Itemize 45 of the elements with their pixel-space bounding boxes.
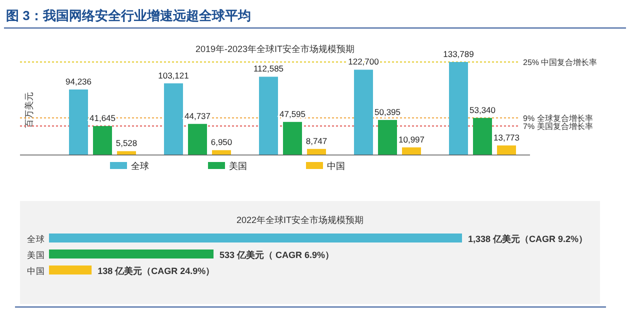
chart-title: 图 3：我国网络安全行业增速远超全球平均 bbox=[6, 8, 251, 23]
legend-label: 美国 bbox=[229, 161, 247, 171]
chart-title: 2022年全球IT安全市场规模预期 bbox=[236, 215, 364, 225]
bar bbox=[212, 150, 231, 155]
bar bbox=[354, 70, 373, 155]
data-label: 103,121 bbox=[158, 70, 190, 80]
bar bbox=[117, 151, 136, 155]
data-label: 6,950 bbox=[210, 137, 232, 148]
data-label: 122,700 bbox=[348, 56, 380, 67]
data-label: 138 亿美元（CAGR 24.9%） bbox=[98, 266, 215, 276]
bar bbox=[259, 76, 278, 155]
bar bbox=[283, 122, 302, 155]
data-label: 1,338 亿美元（CAGR 9.2%） bbox=[468, 234, 588, 244]
bar bbox=[307, 148, 326, 155]
chart-subtitle: 2019年-2023年全球IT安全市场规模预期 bbox=[195, 44, 355, 54]
data-label: 53,340 bbox=[470, 104, 496, 115]
ref-line-label: 25% 中国复合增长率 bbox=[523, 58, 598, 67]
bar bbox=[378, 120, 397, 155]
data-label: 47,595 bbox=[280, 108, 306, 119]
bar bbox=[188, 124, 207, 155]
ref-line-label: 7% 美国复合增长率 bbox=[523, 122, 593, 132]
legend-label: 中国 bbox=[327, 161, 345, 171]
y-tick-label: 全球 bbox=[27, 234, 45, 244]
data-label: 50,395 bbox=[374, 106, 401, 117]
data-label: 10,997 bbox=[398, 134, 425, 144]
legend-label: 全球 bbox=[131, 161, 149, 171]
bar bbox=[164, 83, 183, 155]
data-label: 8,747 bbox=[306, 136, 328, 146]
ref-line-label: 9% 全球复合增长率 bbox=[523, 114, 593, 123]
bar bbox=[69, 89, 88, 155]
data-label: 13,773 bbox=[494, 132, 520, 142]
bar bbox=[402, 147, 421, 155]
data-label: 5,528 bbox=[116, 138, 138, 148]
y-tick-label: 中国 bbox=[27, 266, 45, 276]
data-label: 94,236 bbox=[66, 76, 92, 86]
bar bbox=[497, 145, 516, 155]
bar bbox=[449, 62, 468, 155]
data-label: 112,585 bbox=[253, 64, 284, 74]
bar bbox=[93, 126, 112, 155]
data-label: 44,737 bbox=[184, 110, 211, 121]
data-label: 41,645 bbox=[90, 113, 116, 124]
bar bbox=[473, 118, 492, 155]
y-tick-label: 美国 bbox=[27, 250, 45, 260]
data-label: 533 亿美元（ CAGR 6.9%） bbox=[220, 250, 334, 260]
data-label: 133,789 bbox=[443, 49, 474, 59]
